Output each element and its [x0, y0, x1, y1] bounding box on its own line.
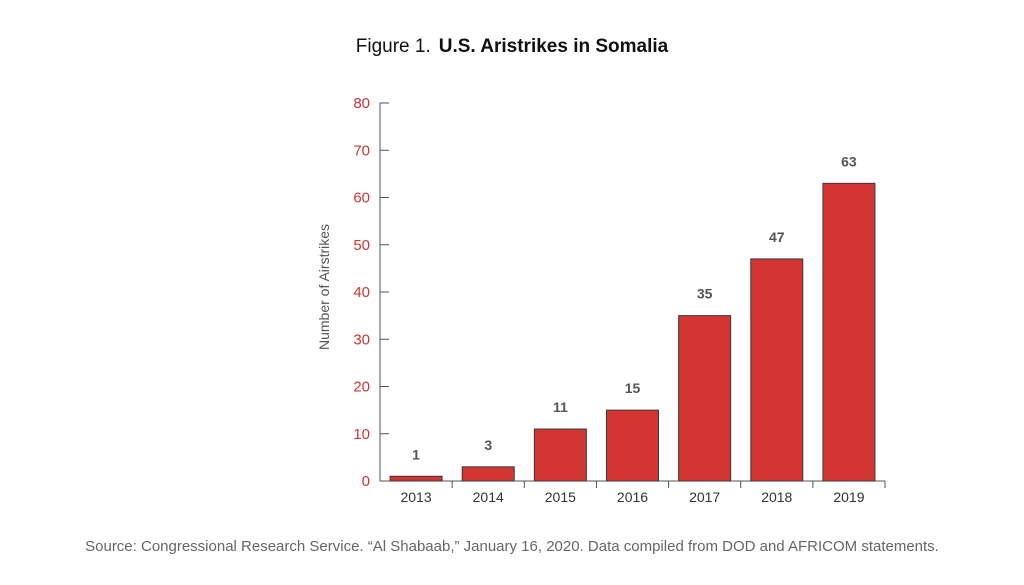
- y-tick-label: 20: [353, 379, 370, 396]
- figure-number: Figure 1.: [355, 36, 431, 57]
- x-tick-label-2017: 2017: [689, 489, 720, 505]
- source-note: Source: Congressional Research Service. …: [85, 538, 939, 555]
- x-tick-label-2015: 2015: [545, 489, 576, 505]
- x-tick-label-2018: 2018: [761, 489, 792, 505]
- data-label-2017: 35: [697, 286, 713, 302]
- data-label-2014: 3: [484, 437, 492, 453]
- y-axis-title: Number of Airstrikes: [316, 224, 332, 350]
- data-label-2016: 15: [625, 380, 641, 396]
- bar-2018: [750, 258, 804, 482]
- figure-title: U.S. Aristrikes in Somalia: [438, 36, 669, 57]
- y-tick-label: 60: [353, 190, 370, 207]
- y-tick-label: 40: [353, 284, 370, 301]
- bar-2014: [461, 466, 515, 482]
- y-tick-label: 50: [353, 237, 370, 254]
- data-label-2015: 11: [553, 399, 568, 415]
- bar-2017: [678, 315, 732, 482]
- x-tick-label-2019: 2019: [833, 489, 864, 505]
- x-tick-label-2016: 2016: [617, 489, 648, 505]
- bar-2015: [533, 428, 587, 482]
- x-tick-label-2014: 2014: [473, 489, 504, 505]
- y-tick-label: 70: [353, 142, 370, 159]
- y-tick-label: 30: [353, 331, 370, 348]
- data-label-2018: 47: [769, 229, 785, 245]
- y-tick-label: 0: [362, 473, 370, 490]
- bar-2019: [822, 182, 876, 482]
- bar-2013: [389, 475, 443, 482]
- y-tick-label: 10: [353, 426, 370, 443]
- chart-title: Figure 1. U.S. Aristrikes in Somalia: [0, 36, 1024, 58]
- x-tick-label-2013: 2013: [400, 489, 431, 505]
- data-label-2013: 1: [412, 446, 420, 462]
- y-tick-label: 80: [353, 95, 370, 112]
- bar-2016: [606, 409, 659, 482]
- data-label-2019: 63: [841, 153, 857, 169]
